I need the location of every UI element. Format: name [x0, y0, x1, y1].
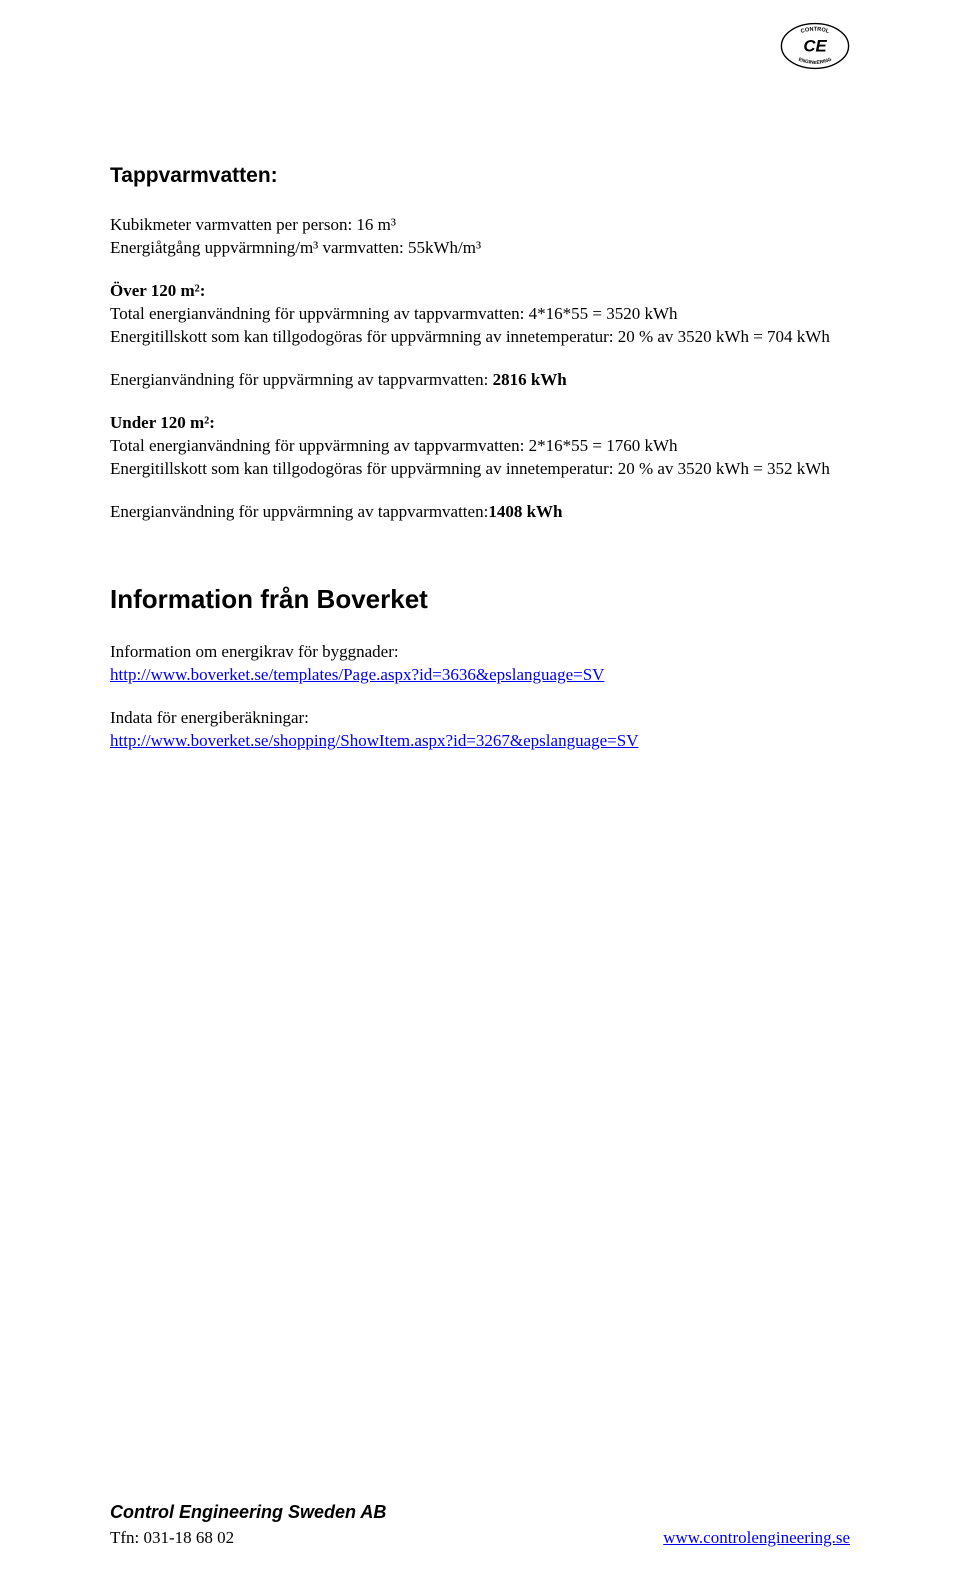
boverket-info1: Information om energikrav för byggnader:… — [110, 641, 850, 687]
over-line1: Total energianvändning för uppvärmning a… — [110, 303, 850, 326]
boverket-info1-link[interactable]: http://www.boverket.se/templates/Page.as… — [110, 665, 604, 684]
over-header: Över 120 m²: — [110, 280, 850, 303]
tapp-intro: Kubikmeter varmvatten per person: 16 m³ … — [110, 214, 850, 260]
footer-company: Control Engineering Sweden AB — [110, 1500, 850, 1524]
document-body: Tappvarmvatten: Kubikmeter varmvatten pe… — [110, 22, 850, 753]
boverket-info2-label: Indata för energiberäkningar: — [110, 707, 850, 730]
over-result-prefix: Energianvändning för uppvärmning av tapp… — [110, 370, 493, 389]
boverket-info2: Indata för energiberäkningar: http://www… — [110, 707, 850, 753]
tapp-line1: Kubikmeter varmvatten per person: 16 m³ — [110, 214, 850, 237]
over-result: Energianvändning för uppvärmning av tapp… — [110, 369, 850, 392]
over-line2: Energitillskott som kan tillgodogöras fö… — [110, 326, 850, 349]
under-block: Under 120 m²: Total energianvändning för… — [110, 412, 850, 481]
tapp-title: Tappvarmvatten: — [110, 162, 850, 190]
under-result: Energianvändning för uppvärmning av tapp… — [110, 501, 850, 524]
under-line2: Energitillskott som kan tillgodogöras fö… — [110, 458, 850, 481]
under-result-prefix: Energianvändning för uppvärmning av tapp… — [110, 502, 488, 521]
page-footer: Control Engineering Sweden AB Tfn: 031-1… — [110, 1500, 850, 1548]
under-result-value: 1408 kWh — [488, 502, 562, 521]
under-header: Under 120 m²: — [110, 412, 850, 435]
under-line1: Total energianvändning för uppvärmning a… — [110, 435, 850, 458]
over-result-value: 2816 kWh — [493, 370, 567, 389]
logo-center-text: CE — [803, 37, 827, 56]
over-block: Över 120 m²: Total energianvändning för … — [110, 280, 850, 349]
boverket-info2-link[interactable]: http://www.boverket.se/shopping/ShowItem… — [110, 731, 638, 750]
tapp-line2: Energiåtgång uppvärmning/m³ varmvatten: … — [110, 237, 850, 260]
footer-phone: Tfn: 031-18 68 02 — [110, 1528, 234, 1548]
footer-url[interactable]: www.controlengineering.se — [663, 1528, 850, 1548]
boverket-title: Information från Boverket — [110, 582, 850, 617]
company-logo: CONTROL ENGINEERING CE — [780, 22, 850, 75]
boverket-info1-label: Information om energikrav för byggnader: — [110, 641, 850, 664]
